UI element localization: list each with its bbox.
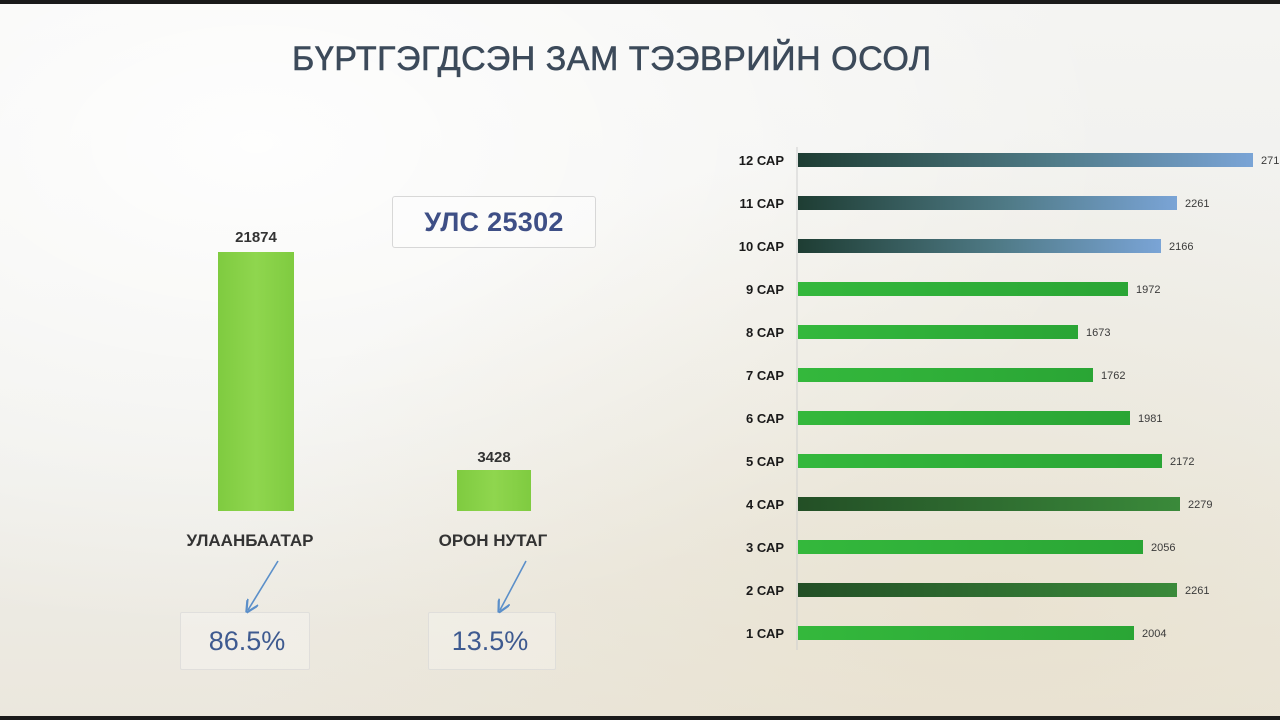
- month-label: 11 САР: [740, 196, 785, 211]
- month-label: 5 САР: [746, 454, 784, 469]
- month-value-label: 1673: [1086, 327, 1110, 339]
- bar-value-label: 3428: [477, 449, 511, 466]
- month-bar: [798, 497, 1180, 511]
- month-value-label: 1762: [1101, 370, 1125, 382]
- month-bar: [798, 153, 1253, 167]
- month-value-label: 2261: [1185, 198, 1209, 210]
- month-value-label: 2056: [1151, 542, 1175, 554]
- month-value-label: 1972: [1136, 284, 1160, 296]
- percent-label-ulaanbaatar: 86.5%: [208, 626, 286, 656]
- month-value-label: 2166: [1169, 241, 1193, 253]
- month-bar: [798, 626, 1134, 640]
- total-box: УЛС 25302: [392, 196, 596, 248]
- month-label: 10 САР: [739, 239, 785, 254]
- pointer-arrows: [0, 560, 527, 720]
- arrow-icon: [500, 560, 527, 610]
- month-bar: [798, 325, 1078, 339]
- frame-bottom-edge: [0, 716, 1280, 720]
- month-bar: [798, 239, 1161, 253]
- month-bar: [798, 583, 1177, 597]
- month-bar: [798, 454, 1162, 468]
- month-label: 3 САР: [746, 540, 784, 555]
- month-value-label: 2715: [1261, 155, 1280, 167]
- category-label-countryside: ОРОН НУТАГ: [438, 531, 548, 550]
- month-value-label: 2279: [1188, 499, 1212, 511]
- month-value-label: 2172: [1170, 456, 1194, 468]
- month-label: 9 САР: [746, 282, 784, 297]
- month-bar: [798, 196, 1177, 210]
- monthly-bar-svg: 12 САР 2715 11 САР 2261 10 САР 2166 9 САР 1972 8…: [739, 147, 1280, 650]
- bar-value-label: 21874: [235, 229, 277, 246]
- month-label: 2 САР: [746, 583, 784, 598]
- month-value-label: 2261: [1185, 585, 1209, 597]
- month-bar: [798, 282, 1128, 296]
- month-label: 1 САР: [746, 626, 784, 641]
- percent-box-countryside: [428, 612, 556, 670]
- bar-ulaanbaatar: [218, 252, 294, 511]
- region-bar-chart: 21874 3428 УЛААНБААТАР ОРОН НУТАГ 86.5% …: [0, 196, 596, 720]
- month-label: 7 САР: [746, 368, 784, 383]
- percent-label-countryside: 13.5%: [451, 626, 529, 656]
- month-label: 6 САР: [746, 411, 784, 426]
- month-label: 12 САР: [739, 153, 785, 168]
- month-value-label: 2004: [1142, 628, 1166, 640]
- bar-countryside: [457, 470, 531, 511]
- category-label-ulaanbaatar: УЛААНБААТАР: [186, 531, 314, 550]
- month-label: 4 САР: [746, 497, 784, 512]
- month-value-label: 1981: [1138, 413, 1162, 425]
- page-title: БҮРТГЭГДСЭН ЗАМ ТЭЭВРИЙН ОСОЛ: [292, 40, 932, 79]
- percent-box-ulaanbaatar: [180, 612, 310, 670]
- month-label: 8 САР: [746, 325, 784, 340]
- arrow-icon: [248, 560, 279, 610]
- monthly-bar-chart: 12 САР 2715 11 САР 2261 10 САР 2166 9 САР 1972 8…: [700, 0, 1280, 720]
- month-bar: [798, 368, 1093, 382]
- month-bar: [798, 411, 1130, 425]
- total-label: УЛС 25302: [424, 206, 564, 237]
- month-bar: [798, 540, 1143, 554]
- frame-top-edge: [0, 0, 1280, 4]
